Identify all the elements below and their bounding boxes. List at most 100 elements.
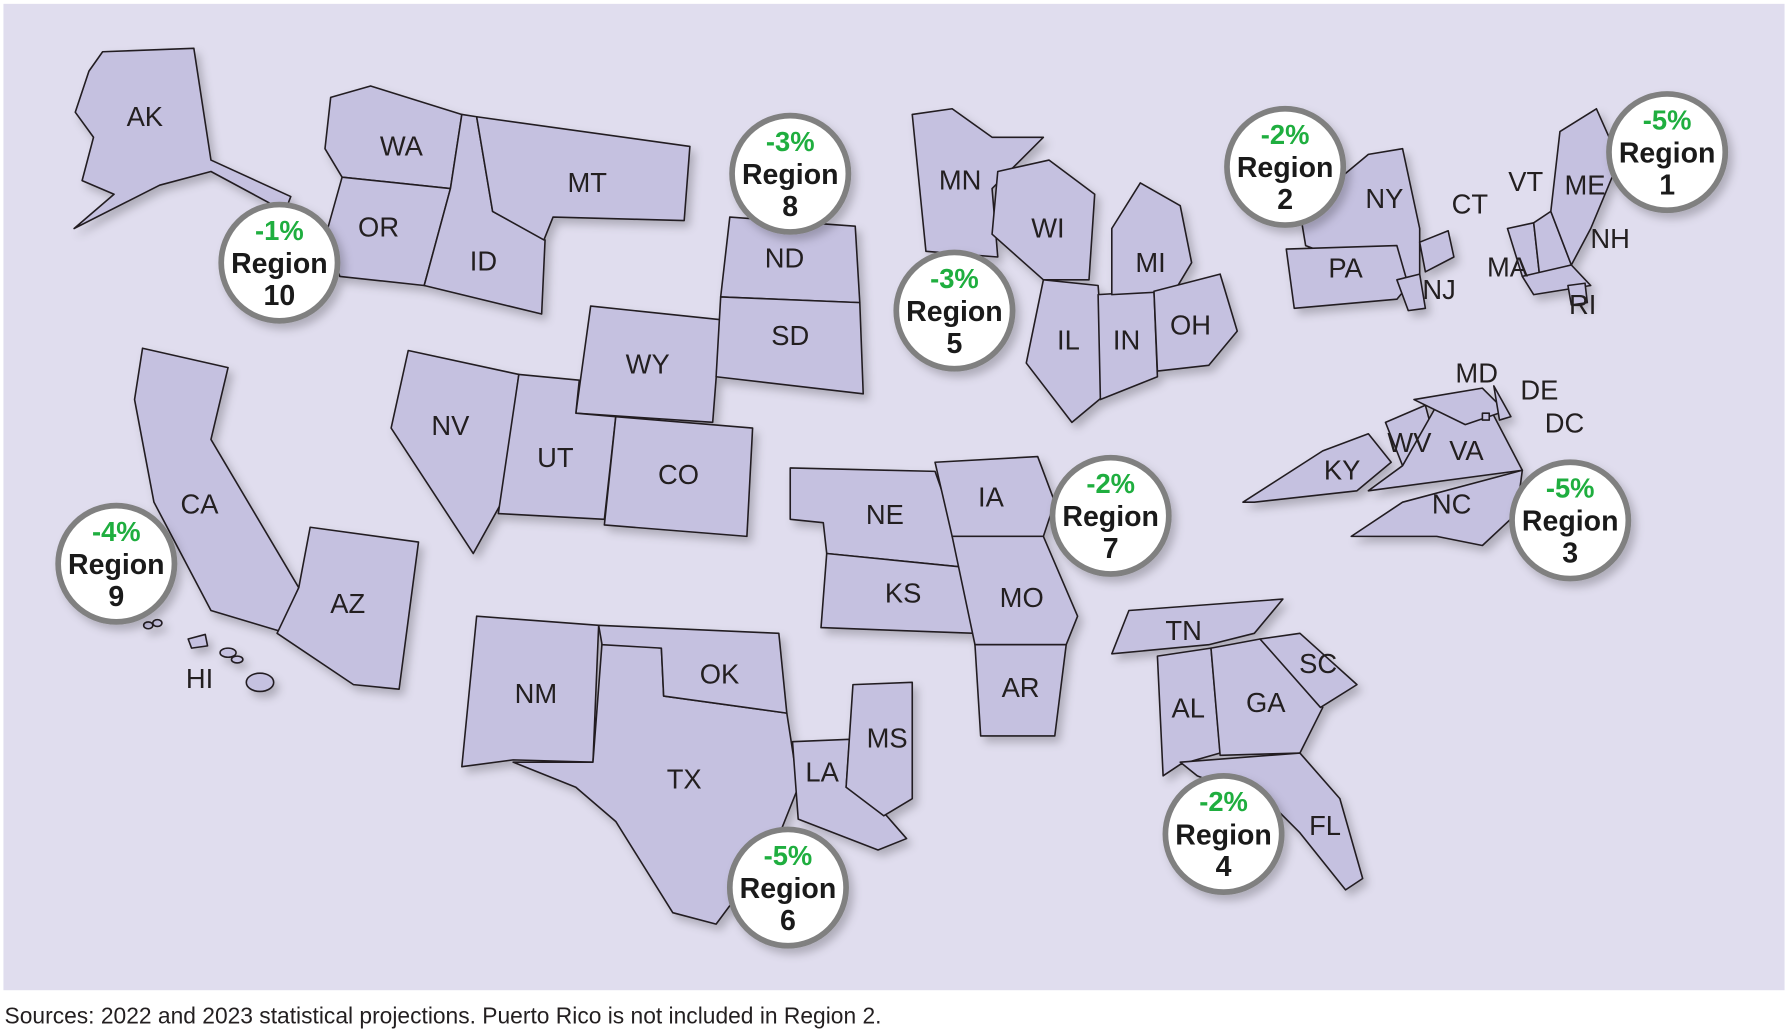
state-label-az: AZ [330, 588, 365, 619]
region-change: -1% [255, 215, 304, 246]
state-label-la: LA [805, 757, 839, 788]
state-label-dc: DC [1545, 408, 1585, 439]
state-wy [575, 305, 722, 424]
region-change: -2% [1086, 468, 1135, 499]
region-name: Region [231, 248, 328, 280]
state-label-ne: NE [866, 499, 904, 530]
state-nj [1396, 273, 1427, 312]
state-label-nj: NJ [1422, 274, 1455, 305]
state-ar [974, 643, 1067, 737]
state-label-mo: MO [1000, 582, 1044, 613]
region-number: 8 [782, 191, 798, 223]
region-name: Region [906, 296, 1003, 328]
state-me [1550, 107, 1621, 266]
state-oh [1153, 273, 1239, 372]
region-circle [218, 201, 341, 324]
region-change: -5% [1546, 473, 1595, 504]
state-label-pa: PA [1328, 253, 1363, 284]
state-al [1156, 647, 1221, 777]
region-markers: -5%Region1-2%Region2-5%Region3-2%Region4… [55, 91, 1729, 949]
region-number: 1 [1659, 169, 1675, 201]
state-label-wv: WV [1387, 427, 1432, 458]
region-number: 4 [1216, 851, 1232, 883]
region-circle [1606, 91, 1729, 214]
region-change: -5% [764, 840, 813, 871]
state-label-ma: MA [1487, 251, 1529, 282]
state-sc [1259, 632, 1358, 709]
region-number: 9 [108, 581, 124, 613]
region-number: 7 [1103, 533, 1119, 565]
state-ms [845, 681, 914, 817]
state-label-or: OR [358, 211, 399, 242]
state-ok [597, 624, 788, 714]
state-label-de: DE [1520, 375, 1558, 406]
state-il [1025, 279, 1107, 424]
region-change: -3% [930, 263, 979, 294]
state-az [276, 526, 420, 690]
region-name: Region [1175, 819, 1272, 851]
region-circle [1509, 459, 1632, 582]
state-label-in: IN [1113, 324, 1140, 355]
region-number: 6 [780, 905, 796, 937]
region-number: 10 [264, 280, 296, 312]
state-label-ca: CA [181, 489, 220, 520]
state-label-nm: NM [515, 678, 558, 709]
state-label-fl: FL [1309, 810, 1341, 841]
state-label-mt: MT [567, 167, 607, 198]
region-name: Region [68, 549, 165, 581]
region-number: 5 [947, 328, 963, 360]
state-mo [951, 535, 1079, 646]
region-circle [726, 826, 849, 949]
state-label-al: AL [1171, 693, 1204, 724]
region-change: -4% [92, 516, 141, 547]
states-layer [73, 47, 1621, 925]
state-label-ny: NY [1365, 183, 1403, 214]
region-circle [55, 502, 178, 625]
state-ak [73, 47, 292, 230]
state-label-id: ID [470, 246, 497, 277]
state-label-sd: SD [771, 320, 809, 351]
state-hi-island [245, 672, 275, 693]
region-circle [1224, 105, 1347, 228]
state-label-wy: WY [626, 348, 670, 379]
state-label-ct: CT [1452, 189, 1489, 220]
state-label-me: ME [1565, 169, 1606, 200]
region-name: Region [1522, 506, 1619, 538]
state-label-il: IL [1057, 324, 1080, 355]
state-label-wa: WA [380, 131, 424, 162]
state-label-nh: NH [1590, 223, 1630, 254]
state-ky [1242, 432, 1392, 503]
state-label-vt: VT [1508, 166, 1543, 197]
state-ri [1567, 282, 1589, 306]
state-dc [1481, 412, 1491, 421]
state-or [325, 176, 452, 287]
state-label-ak: AK [127, 101, 164, 132]
region-number: 3 [1562, 538, 1578, 570]
state-hi-island [219, 647, 237, 659]
region-name: Region [742, 159, 839, 191]
state-label-ks: KS [885, 578, 922, 609]
state-label-oh: OH [1170, 310, 1211, 341]
state-label-ms: MS [867, 722, 908, 753]
state-nv [390, 349, 520, 555]
state-label-sc: SC [1299, 648, 1337, 679]
state-label-nc: NC [1432, 489, 1472, 520]
state-label-ut: UT [537, 442, 574, 473]
region-circle [893, 249, 1016, 372]
state-hi [187, 633, 209, 649]
region-name: Region [1237, 152, 1334, 184]
state-label-mi: MI [1135, 247, 1165, 278]
state-mi [1111, 182, 1193, 296]
state-mt [475, 115, 691, 241]
state-ia [934, 455, 1056, 538]
state-label-ar: AR [1002, 672, 1040, 703]
state-label-ga: GA [1246, 687, 1286, 718]
